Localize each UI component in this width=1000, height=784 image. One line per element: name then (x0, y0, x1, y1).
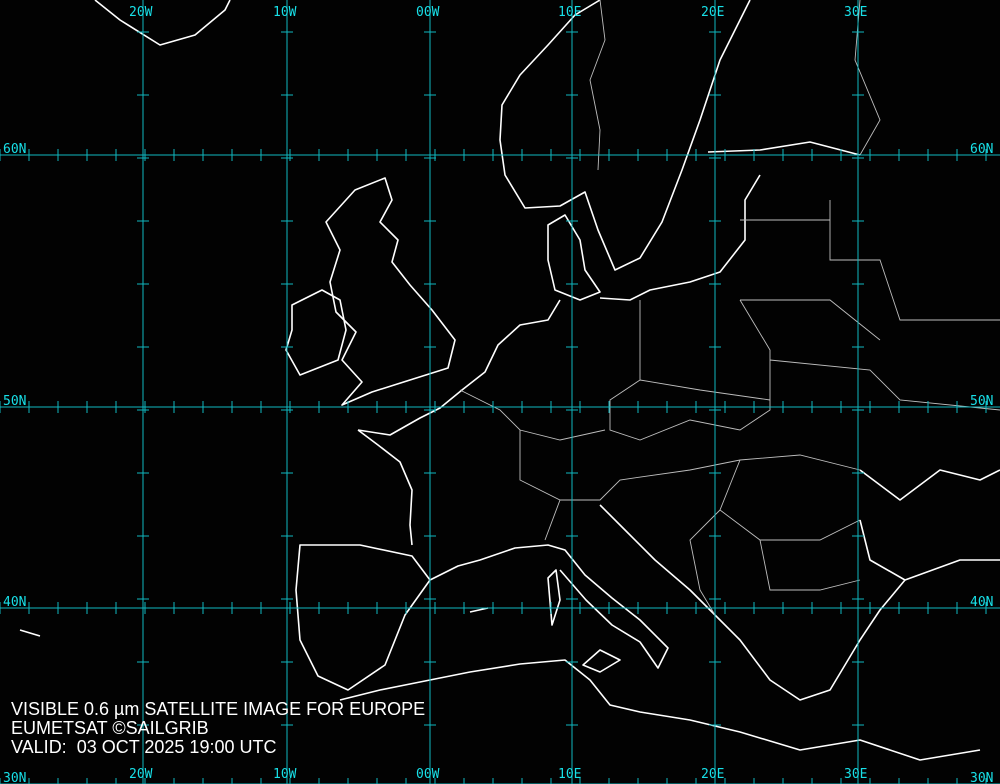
longitude-label: 10E (558, 767, 581, 782)
coastlines (19, 0, 1000, 761)
caption-credit: EUMETSAT ©SAILGRIB (11, 718, 209, 738)
longitude-label: 10E (558, 5, 581, 20)
image-caption: VISIBLE 0.6 µm SATELLITE IMAGE FOR EUROP… (11, 700, 425, 757)
latitude-label: 40N (970, 595, 993, 610)
latitude-label: 30N (3, 771, 26, 784)
longitude-label: 20E (701, 5, 724, 20)
grid-labels: 20W 20W 10W 10W 00W 00W 10E 10E 20E 20E 30E 30E 60N 6… (3, 5, 993, 784)
longitude-label: 20E (701, 767, 724, 782)
latitude-label: 60N (3, 142, 26, 157)
longitude-label: 20W (129, 5, 153, 20)
coast-iceland (94, 0, 231, 46)
latitude-label: 30N (970, 771, 993, 784)
longitude-label: 20W (129, 767, 153, 782)
longitude-label: 30E (844, 5, 867, 20)
longitude-label: 00W (416, 767, 440, 782)
longitude-label: 00W (416, 5, 440, 20)
latitude-label: 40N (3, 595, 26, 610)
coast-iberia (295, 544, 431, 691)
longitude-label: 10W (273, 767, 297, 782)
coast-islands (19, 569, 621, 673)
latitude-label: 50N (970, 394, 993, 409)
coast-denmark (547, 214, 601, 301)
coast-baltic (599, 141, 861, 301)
country-borders (459, 0, 1000, 616)
longitude-label: 10W (273, 5, 297, 20)
coast-ireland (285, 289, 347, 376)
coast-france-lowcountries (357, 299, 561, 546)
caption-valid-time: VALID: 03 OCT 2025 19:00 UTC (11, 737, 277, 757)
coast-scandinavia (499, 0, 751, 271)
coast-great-britain (325, 177, 456, 406)
latitude-label: 50N (3, 394, 26, 409)
latitude-label: 60N (970, 142, 993, 157)
longitude-label: 30E (844, 767, 867, 782)
coast-north-africa (339, 659, 981, 761)
coast-black-sea (859, 469, 1000, 581)
coast-mediterranean-north (429, 504, 906, 701)
caption-title: VISIBLE 0.6 µm SATELLITE IMAGE FOR EUROP… (11, 699, 426, 719)
